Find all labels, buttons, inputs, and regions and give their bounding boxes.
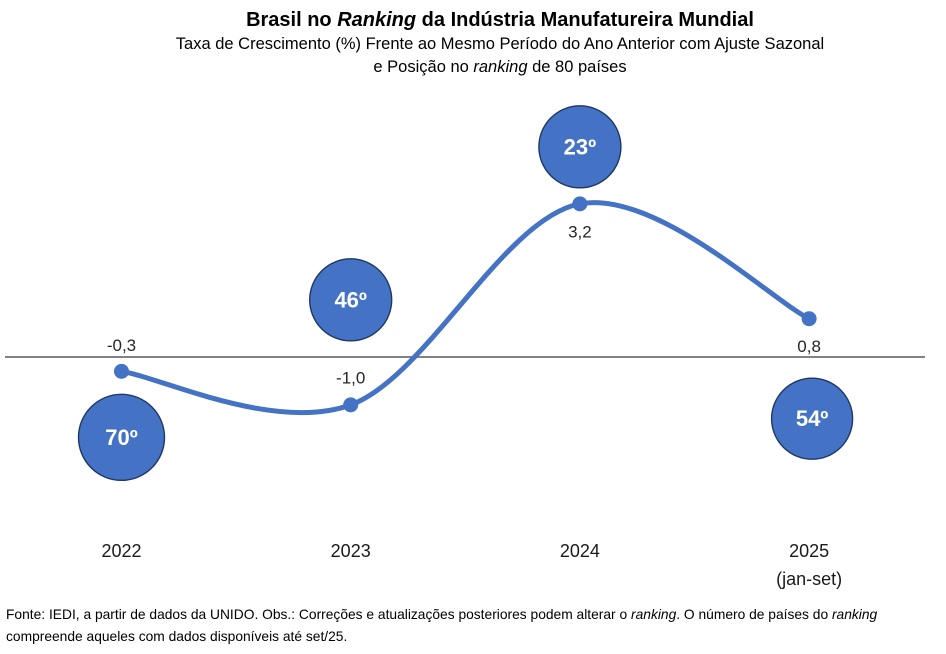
rank-label-2023: 46º [334,287,367,312]
chart-header: Brasil no Ranking da Indústria Manufatur… [54,7,946,79]
rank-bubble-2024 [538,105,622,189]
x-axis-label-2023: 2023 [331,541,371,561]
chart-title: Brasil no Ranking da Indústria Manufatur… [246,9,754,31]
source-note-line2: compreende aqueles com dados disponíveis… [6,628,348,644]
value-label-2023: -1,0 [336,368,365,387]
rank-label-2024: 23º [564,134,597,159]
value-label-2025: 0,8 [797,337,821,356]
x-axis-label-2025: 2025 [789,541,829,561]
x-axis-sublabel-2025: (jan-set) [776,569,842,589]
data-point-marker-2023 [343,397,359,413]
rank-bubble-2023 [309,258,393,342]
data-point-marker-2022 [114,363,129,379]
source-note-line1: Fonte: IEDI, a partir de dados da UNIDO.… [6,607,878,622]
rank-bubble-2025 [770,377,854,460]
data-point-marker-2024 [572,196,588,212]
source-note: Fonte: IEDI, a partir de dados da UNIDO.… [6,604,940,647]
data-point-marker-2025 [801,311,817,327]
rank-label-2025: 54º [796,406,829,431]
x-axis-label-2024: 2024 [560,541,600,561]
rank-bubble-2022 [77,393,166,482]
value-label-2024: 3,2 [568,222,592,241]
rank-label-2022: 70º [105,425,138,450]
x-axis-label-2022: 2022 [101,541,141,561]
value-label-2022: -0,3 [107,336,136,355]
chart-subtitle-line1: Taxa de Crescimento (%) Frente ao Mesmo … [175,35,825,53]
chart-subtitle-line2: e Posição no ranking de 80 países [373,58,627,76]
trend-line [119,200,812,416]
